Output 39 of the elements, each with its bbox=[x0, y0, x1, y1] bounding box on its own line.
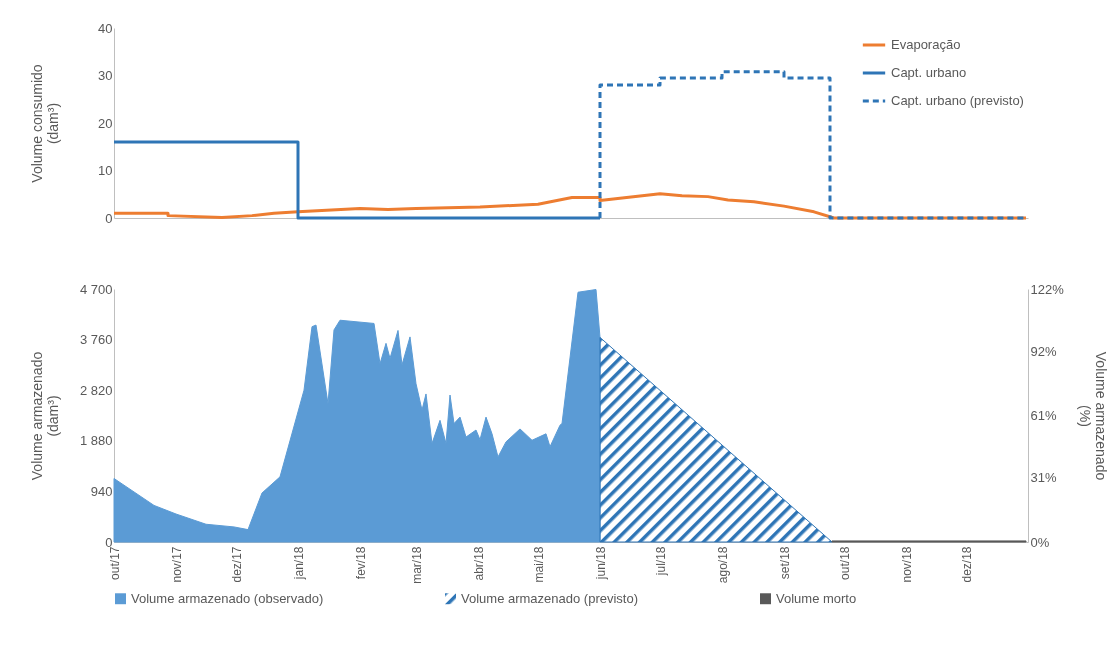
legend-label: Volume armazenado (previsto) bbox=[461, 590, 639, 606]
x-tick-label: mar/18 bbox=[409, 546, 424, 584]
x-tick-label: nov/18 bbox=[899, 546, 914, 583]
y-tick-label: 20 bbox=[98, 115, 113, 131]
x-tick-label: mai/18 bbox=[531, 546, 546, 583]
y-tick-label: 10 bbox=[98, 163, 113, 178]
x-tick-label: dez/17 bbox=[229, 546, 244, 583]
y2-tick-label: 31% bbox=[1030, 470, 1057, 486]
x-tick-label: jul/18 bbox=[653, 546, 668, 577]
x-tick-label: jun/18 bbox=[593, 546, 608, 581]
y2-tick-label: 61% bbox=[1030, 408, 1057, 423]
y2-axis-title: Volume armazenado (%) bbox=[1076, 351, 1109, 481]
y-axis-title: Volume armazenado (dam³) bbox=[28, 351, 61, 481]
x-tick-label: out/18 bbox=[837, 546, 852, 580]
x-tick-label: fev/18 bbox=[353, 546, 368, 580]
legend-label: Capt. urbano (previsto) bbox=[891, 93, 1024, 108]
legend-label: Evaporação bbox=[891, 37, 961, 52]
x-tick-label: set/18 bbox=[777, 546, 792, 580]
x-tick-label: dez/18 bbox=[959, 546, 974, 583]
x-tick-label: jan/18 bbox=[291, 546, 306, 581]
x-tick-label: abr/18 bbox=[471, 546, 486, 581]
y-axis-title: Volume consumido (dam³) bbox=[28, 64, 61, 183]
y-tick-label: 1 880 bbox=[79, 433, 113, 449]
x-tick-label: nov/17 bbox=[169, 546, 184, 583]
y-tick-label: 2 820 bbox=[79, 382, 113, 398]
y-tick-label: 940 bbox=[90, 483, 113, 499]
y-tick-label: 30 bbox=[98, 68, 113, 83]
y2-tick-label: 0% bbox=[1030, 534, 1050, 550]
x-tick-label: out/17 bbox=[107, 546, 122, 580]
y-tick-label: 0 bbox=[105, 210, 113, 226]
legend-label: Volume armazenado (observado) bbox=[131, 590, 324, 606]
y2-tick-label: 92% bbox=[1030, 343, 1057, 359]
legend-label: Volume morto bbox=[776, 590, 857, 606]
y-tick-label: 3 760 bbox=[79, 332, 113, 348]
y2-tick-label: 122% bbox=[1030, 281, 1065, 297]
x-tick-label: ago/18 bbox=[715, 546, 730, 584]
y-tick-label: 4 700 bbox=[79, 281, 113, 297]
y-tick-label: 40 bbox=[98, 20, 113, 36]
legend-label: Capt. urbano bbox=[891, 65, 967, 80]
